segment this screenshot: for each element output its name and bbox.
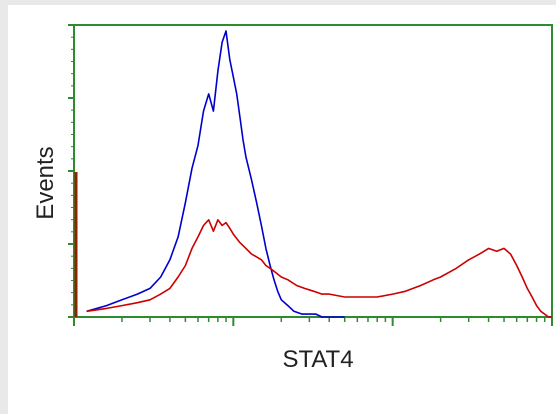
histogram-chart [68,24,553,326]
histogram-series-red [86,219,552,318]
x-axis-label: STAT4 [282,346,354,373]
y-axis-label: Events [32,146,59,220]
histogram-panel: Events STAT4 [8,5,556,414]
plot-frame [73,24,553,318]
histogram-series-blue [86,30,345,318]
